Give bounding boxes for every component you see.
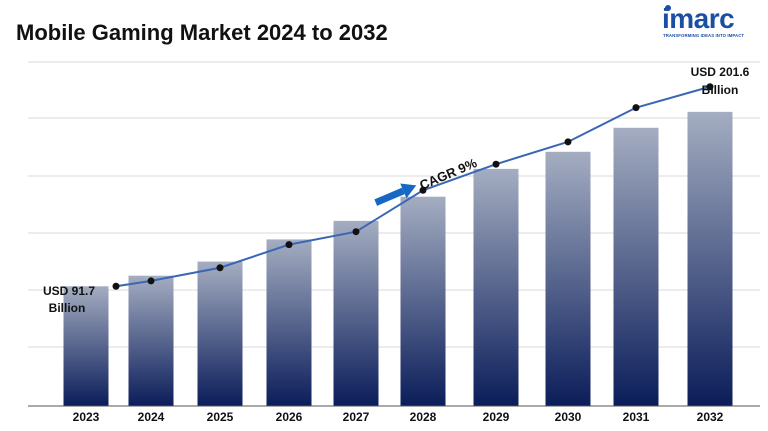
trend-line-group — [112, 83, 714, 290]
x-tick-label-2027: 2027 — [343, 410, 370, 424]
trend-marker-2025 — [216, 264, 224, 272]
x-tick-label-2032: 2032 — [697, 410, 724, 424]
bar-2032 — [687, 111, 733, 406]
trend-marker-2031 — [632, 104, 640, 112]
bar-2029 — [473, 168, 519, 406]
trend-marker-2024 — [147, 277, 155, 285]
chart-title: Mobile Gaming Market 2024 to 2032 — [16, 20, 388, 45]
cagr-arrow-shaft — [374, 187, 405, 206]
trend-marker-2030 — [564, 138, 572, 146]
start-value-label-line2: Billion — [49, 301, 86, 315]
bar-2031 — [613, 127, 659, 407]
x-tick-label-2031: 2031 — [623, 410, 650, 424]
cagr-arrow-icon — [374, 183, 417, 206]
x-tick-label-2023: 2023 — [73, 410, 100, 424]
end-value-label-line2: Billion — [702, 83, 739, 97]
logo-tagline: TRANSFORMING IDEAS INTO IMPACT — [663, 33, 745, 38]
bar-2030 — [545, 151, 591, 406]
trend-marker-2027 — [352, 228, 360, 236]
logo-dot-icon — [665, 5, 671, 11]
end-value-label-line1: USD 201.6 — [691, 65, 750, 79]
bar-2026 — [266, 239, 312, 406]
x-tick-label-2025: 2025 — [207, 410, 234, 424]
trend-line — [115, 85, 711, 288]
start-value-label-line1: USD 91.7 — [43, 284, 95, 298]
bar-2025 — [197, 261, 243, 406]
logo-wordmark: imarc — [662, 3, 735, 34]
imarc-logo: imarc TRANSFORMING IDEAS INTO IMPACT — [662, 2, 754, 42]
x-tick-labels: 2023 2024 2025 2026 2027 2028 2029 2030 2031 2032 — [73, 410, 724, 424]
bar-2023 — [63, 286, 109, 406]
trend-marker-2026 — [285, 241, 293, 249]
bars — [63, 111, 733, 407]
trend-marker-2023 — [112, 282, 120, 290]
bar-2024 — [128, 275, 174, 406]
x-tick-label-2030: 2030 — [555, 410, 582, 424]
cagr-arrow-head — [400, 183, 417, 199]
trend-marker-2032 — [706, 83, 714, 91]
x-tick-label-2026: 2026 — [276, 410, 303, 424]
x-tick-label-2029: 2029 — [483, 410, 510, 424]
trend-marker-2028 — [419, 186, 427, 194]
bar-2028 — [400, 196, 446, 406]
x-tick-label-2028: 2028 — [410, 410, 437, 424]
trend-marker-2029 — [492, 160, 500, 168]
bar-2027 — [333, 220, 379, 406]
x-tick-label-2024: 2024 — [138, 410, 165, 424]
